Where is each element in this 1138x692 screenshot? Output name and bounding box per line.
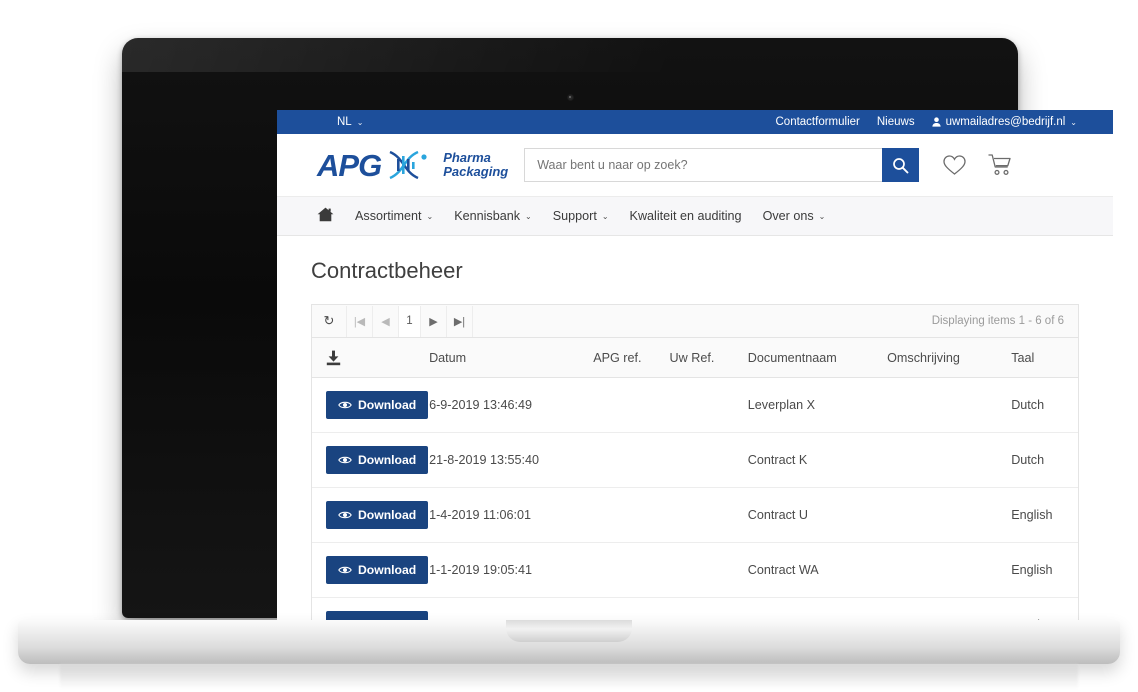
webcam-icon — [566, 94, 574, 101]
news-link[interactable]: Nieuws — [876, 116, 915, 128]
column-header-uw-ref[interactable]: Uw Ref. — [669, 350, 715, 365]
lid-glare — [122, 38, 1018, 72]
cell-taal: English — [1011, 508, 1053, 522]
account-email: uwmailadres@bedrijf.nl — [945, 116, 1066, 128]
logo[interactable]: APG Pharma Packaging — [317, 148, 508, 182]
contracts-grid: ↻ |◀ ◀ 1 ▶ ▶| Displaying items 1 - 6 of … — [311, 304, 1079, 641]
next-page-button[interactable]: ▶ — [421, 305, 447, 337]
chevron-down-icon: ⌄ — [818, 211, 826, 221]
grid-pager: ↻ |◀ ◀ 1 ▶ ▶| Displaying items 1 - 6 of … — [312, 305, 1078, 338]
cell-taal: Dutch — [1011, 453, 1045, 467]
site-header: APG Pharma Packaging — [277, 134, 1113, 196]
nav-label: Kennisbank — [454, 209, 521, 223]
cell-taal: English — [1011, 563, 1053, 577]
contact-link[interactable]: Contactformulier — [775, 116, 860, 128]
nav-label: Support — [552, 209, 597, 223]
nav-label: Assortiment — [355, 209, 422, 223]
table-row: Download 21-8-2019 13:55:40 Contract K D… — [312, 433, 1078, 488]
first-page-button[interactable]: |◀ — [347, 305, 373, 337]
page-title: Contractbeheer — [311, 258, 463, 283]
download-button-label: Download — [358, 508, 417, 522]
eye-icon — [338, 566, 352, 574]
dna-helix-icon — [389, 150, 427, 180]
prev-page-button[interactable]: ◀ — [373, 305, 399, 337]
cell-datum: 6-9-2019 13:46:49 — [429, 398, 532, 412]
account-menu[interactable]: uwmailadres@bedrijf.nl ⌄ — [931, 116, 1077, 128]
cart-button[interactable] — [988, 154, 1012, 176]
download-button[interactable]: Download — [326, 556, 429, 584]
main-navigation: Assortiment ⌄ Kennisbank ⌄ Support ⌄ Kwa… — [277, 196, 1113, 236]
language-label: NL — [337, 116, 352, 128]
chevron-down-icon: ⌄ — [525, 211, 532, 221]
heart-icon — [943, 154, 966, 175]
table-row: Download 6-9-2019 13:46:49 Leverplan X D… — [312, 378, 1078, 433]
column-header-taal[interactable]: Taal — [1011, 350, 1035, 365]
download-button[interactable]: Download — [326, 446, 429, 474]
cell-documentnaam: Contract WA — [747, 563, 819, 577]
cell-documentnaam: Contract K — [747, 453, 808, 467]
download-export-icon — [326, 350, 341, 365]
browser-viewport: NL ⌄ Contactformulier Nieuws uwmailadres… — [277, 110, 1113, 641]
nav-item-home[interactable] — [317, 207, 334, 225]
grid-header-row: Datum APG ref. Uw Ref. Documentnaam Omsc… — [312, 338, 1078, 378]
eye-icon — [338, 511, 352, 519]
cell-datum: 1-4-2019 11:06:01 — [429, 508, 532, 522]
table-row: Download 1-1-2019 19:05:41 Contract WA E… — [312, 543, 1078, 598]
search-button[interactable] — [882, 148, 920, 182]
laptop-reflection — [60, 664, 1078, 690]
eye-icon — [338, 401, 352, 409]
nav-item-kennisbank[interactable]: Kennisbank ⌄ — [454, 209, 532, 223]
nav-item-over-ons[interactable]: Over ons ⌄ — [763, 209, 826, 223]
nav-item-support[interactable]: Support ⌄ — [553, 209, 609, 223]
laptop-base-notch — [506, 620, 632, 642]
page-content: Contractbeheer ↻ |◀ ◀ 1 ▶ ▶| Displaying … — [277, 236, 1113, 641]
download-button-label: Download — [358, 563, 417, 577]
user-icon — [931, 117, 941, 127]
pager-info: Displaying items 1 - 6 of 6 — [931, 315, 1064, 327]
search-input[interactable] — [524, 148, 883, 182]
nav-label: Kwaliteit en auditing — [629, 209, 742, 223]
wishlist-button[interactable] — [943, 154, 966, 176]
column-header-datum[interactable]: Datum — [429, 350, 467, 365]
cell-taal: Dutch — [1011, 398, 1045, 412]
last-page-button[interactable]: ▶| — [447, 305, 473, 337]
search-bar — [524, 148, 920, 182]
logo-tagline: Pharma Packaging — [443, 149, 509, 179]
chevron-down-icon: ⌄ — [601, 211, 609, 221]
chevron-down-icon: ⌄ — [426, 211, 434, 221]
search-icon — [893, 157, 909, 173]
chevron-down-icon: ⌄ — [356, 117, 364, 127]
logo-wordmark: APG — [317, 147, 382, 183]
laptop-lid: NL ⌄ Contactformulier Nieuws uwmailadres… — [122, 38, 1113, 641]
logo-tagline-line2: Packaging — [443, 164, 509, 179]
home-icon — [317, 207, 334, 222]
download-button-label: Download — [358, 453, 417, 467]
download-button[interactable]: Download — [326, 501, 429, 529]
chevron-down-icon: ⌄ — [1070, 117, 1077, 127]
cart-icon — [988, 154, 1011, 175]
cell-documentnaam: Contract U — [747, 508, 808, 522]
download-button[interactable]: Download — [326, 391, 429, 419]
cell-datum: 1-1-2019 19:05:41 — [429, 563, 532, 577]
column-header-documentnaam[interactable]: Documentnaam — [747, 350, 837, 365]
nav-item-assortiment[interactable]: Assortiment ⌄ — [355, 209, 433, 223]
cell-datum: 21-8-2019 13:55:40 — [429, 453, 539, 467]
column-header-omschrijving[interactable]: Omschrijving — [887, 350, 960, 365]
logo-tagline-line1: Pharma — [443, 149, 491, 165]
utility-topbar: NL ⌄ Contactformulier Nieuws uwmailadres… — [277, 110, 1113, 134]
nav-label: Over ons — [762, 209, 814, 223]
export-button[interactable] — [312, 350, 429, 366]
nav-item-kwaliteit-en-auditing[interactable]: Kwaliteit en auditing — [630, 209, 742, 223]
table-row: Download 1-4-2019 11:06:01 Contract U En… — [312, 488, 1078, 543]
page-number-1[interactable]: 1 — [399, 305, 421, 337]
eye-icon — [338, 456, 352, 464]
language-switcher[interactable]: NL ⌄ — [277, 116, 363, 128]
column-header-apg-ref[interactable]: APG ref. — [593, 350, 642, 365]
download-button-label: Download — [358, 398, 417, 412]
refresh-button[interactable]: ↻ — [312, 305, 347, 337]
cell-documentnaam: Leverplan X — [747, 398, 816, 412]
